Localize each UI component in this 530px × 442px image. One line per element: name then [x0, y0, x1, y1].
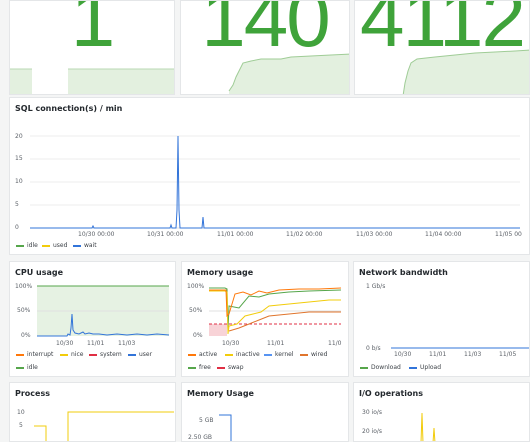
x-tick: 10/30 [222, 340, 240, 347]
legend-item-active[interactable]: active [188, 351, 217, 358]
stat-value: 140 [201, 0, 330, 63]
y-tick: 20 io/s [362, 428, 383, 435]
panel-title: Memory usage [187, 268, 254, 277]
sql-plot [30, 135, 520, 229]
x-tick: 11/03 [118, 340, 136, 347]
stat-sparkline [10, 68, 174, 94]
cpu-usage-panel[interactable]: CPU usage 100% 50% 0% 10/30 11/01 11/03 … [9, 261, 176, 377]
stat-value: 1 [70, 0, 116, 63]
legend-item-system[interactable]: system [89, 351, 122, 358]
stat-sparkline [402, 49, 529, 94]
x-tick: 11/01 00:00 [217, 231, 254, 238]
x-tick: 11/03 [464, 351, 482, 358]
memory-usage-plot [219, 414, 232, 441]
legend-item-kernel[interactable]: kernel [264, 351, 293, 358]
memory-usage-panel[interactable]: Memory usage 100% 50% 0% 10/30 11/01 11/… [181, 261, 349, 377]
y-tick: 10 [17, 409, 25, 416]
x-tick: 11/01 [267, 340, 285, 347]
legend-item-user[interactable]: user [128, 351, 152, 358]
cpu-plot [37, 285, 170, 337]
process-plot [34, 411, 174, 441]
y-tick: 50% [17, 307, 31, 314]
stat-panel-2[interactable]: 140 [180, 0, 350, 95]
network-plot [391, 347, 529, 349]
x-tick: 11/05 [499, 351, 517, 358]
y-tick: 0 b/s [366, 345, 381, 352]
y-tick: 0% [193, 332, 203, 339]
y-tick: 10 [15, 178, 23, 185]
x-tick: 11/0 [328, 340, 342, 347]
y-tick: 50% [189, 307, 203, 314]
process-panel[interactable]: Process 10 5 [9, 382, 176, 442]
x-tick: 11/04 00:00 [425, 231, 462, 238]
legend-item-download[interactable]: Download [360, 364, 401, 371]
x-tick: 10/30 [394, 351, 412, 358]
sql-connections-panel[interactable]: SQL connection(s) / min 20 15 10 5 0 10/… [9, 97, 530, 255]
x-tick: 11/02 00:00 [286, 231, 323, 238]
legend-item-idle[interactable]: idle [16, 242, 38, 249]
panel-title: SQL connection(s) / min [15, 104, 123, 113]
y-tick: 5 [15, 201, 19, 208]
network-bandwidth-panel[interactable]: Network bandwidth 1 Gb/s 0 b/s 10/30 11/… [353, 261, 530, 377]
stat-value: 4112 [359, 0, 526, 63]
legend-item-nice[interactable]: nice [60, 351, 83, 358]
panel-title: Memory Usage [187, 389, 254, 398]
y-tick: 30 io/s [362, 409, 383, 416]
legend-item-wait[interactable]: wait [73, 242, 97, 249]
legend-item-swap[interactable]: swap [217, 364, 244, 371]
y-tick: 15 [15, 155, 23, 162]
io-plot [420, 412, 436, 441]
x-tick: 11/05 00 [495, 231, 522, 238]
y-tick: 20 [15, 133, 23, 140]
io-operations-panel[interactable]: I/O operations 30 io/s 20 io/s [353, 382, 530, 442]
legend-item-wired[interactable]: wired [300, 351, 327, 358]
y-tick: 2.50 GB [188, 434, 213, 441]
stat-panel-1[interactable]: 1 [9, 0, 175, 95]
panel-title: I/O operations [359, 389, 423, 398]
y-tick: 100% [187, 283, 205, 290]
y-tick: 0% [21, 332, 31, 339]
y-tick: 5 GB [199, 417, 214, 424]
y-tick: 5 [19, 422, 23, 429]
legend-item-free[interactable]: free [188, 364, 211, 371]
stat-sparkline [228, 53, 349, 94]
panel-title: Network bandwidth [359, 268, 448, 277]
y-tick: 0 [15, 224, 19, 231]
stat-panel-3[interactable]: 4112 [354, 0, 530, 95]
x-tick: 10/30 00:00 [78, 231, 115, 238]
x-tick: 11/03 00:00 [356, 231, 393, 238]
x-tick: 10/31 00:00 [147, 231, 184, 238]
legend-item-interrupt[interactable]: interrupt [16, 351, 53, 358]
x-tick: 10/30 [56, 340, 74, 347]
y-tick: 1 Gb/s [366, 283, 386, 290]
x-tick: 11/01 [429, 351, 447, 358]
legend-item-used[interactable]: used [42, 242, 67, 249]
y-tick: 100% [15, 283, 33, 290]
memory-plot [209, 287, 342, 336]
legend-item-upload[interactable]: Upload [409, 364, 441, 371]
legend-item-inactive[interactable]: inactive [225, 351, 260, 358]
panel-title: CPU usage [15, 268, 64, 277]
x-tick: 11/01 [87, 340, 105, 347]
memory-usage-bytes-panel[interactable]: Memory Usage 5 GB 2.50 GB [181, 382, 349, 442]
panel-title: Process [15, 389, 50, 398]
legend-item-idle[interactable]: idle [16, 364, 38, 371]
